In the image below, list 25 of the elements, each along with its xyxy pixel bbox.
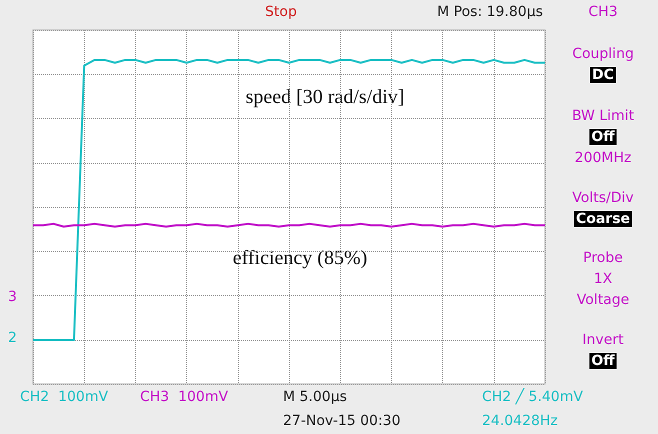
text: CH3 <box>588 4 618 20</box>
text: CH3 100mV <box>140 389 228 405</box>
series-label: speed [30 rad/s/div] <box>246 86 404 108</box>
text: Invert <box>582 332 624 348</box>
series-label: efficiency (85%) <box>232 247 368 269</box>
text: Probe <box>583 250 623 266</box>
text: M 5.00µs <box>283 389 347 405</box>
text: BW Limit <box>572 108 635 124</box>
text: CH2 100mV <box>20 389 108 405</box>
text: 200MHz <box>574 150 632 166</box>
text: Voltage <box>576 292 630 308</box>
text: Off <box>591 353 616 369</box>
text: M Pos: 19.80µs <box>437 4 543 20</box>
text: CH2 ╱ 5.40mV <box>482 388 584 405</box>
text: DC <box>592 67 614 83</box>
text: 1X <box>594 271 613 287</box>
text: Coupling <box>572 46 634 62</box>
text: Coarse <box>576 211 630 227</box>
text: 3 <box>8 289 17 305</box>
text: Off <box>591 129 616 145</box>
text: 24.0428Hz <box>482 413 558 429</box>
text: Volts/Div <box>572 190 634 206</box>
text: Stop <box>265 4 297 20</box>
text: 2 <box>8 330 17 346</box>
text: 27-Nov-15 00:30 <box>283 413 400 429</box>
